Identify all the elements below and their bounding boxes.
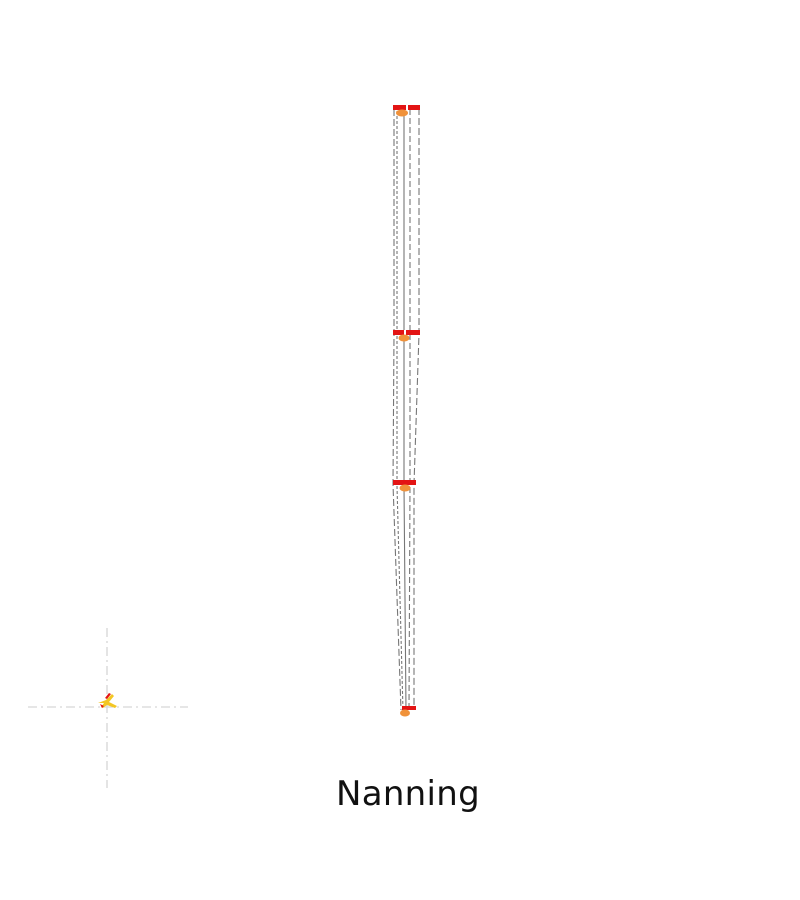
station-marker bbox=[393, 480, 416, 485]
station-dot bbox=[400, 709, 410, 717]
station-dot bbox=[398, 334, 410, 342]
route-line-right-inner bbox=[408, 109, 411, 711]
station-marker bbox=[402, 706, 416, 710]
station-dot bbox=[399, 484, 411, 492]
station-marker-gap bbox=[404, 330, 406, 335]
station-4[interactable] bbox=[400, 706, 416, 717]
route-lines bbox=[392, 108, 420, 712]
compass-crosshair bbox=[28, 628, 188, 788]
airplane-icon bbox=[98, 693, 117, 708]
station-marker-gap bbox=[406, 105, 408, 110]
route-line-left-inner bbox=[396, 111, 404, 712]
station-2[interactable] bbox=[393, 330, 420, 342]
station-1[interactable] bbox=[393, 105, 420, 117]
station-dot bbox=[396, 109, 408, 117]
route-line-right-outer bbox=[413, 108, 420, 709]
route-line-center bbox=[403, 110, 407, 712]
city-name-label: Nanning bbox=[335, 774, 481, 814]
route-line-left-outer bbox=[392, 109, 402, 711]
station-marker bbox=[393, 330, 420, 335]
station-3[interactable] bbox=[393, 480, 416, 492]
